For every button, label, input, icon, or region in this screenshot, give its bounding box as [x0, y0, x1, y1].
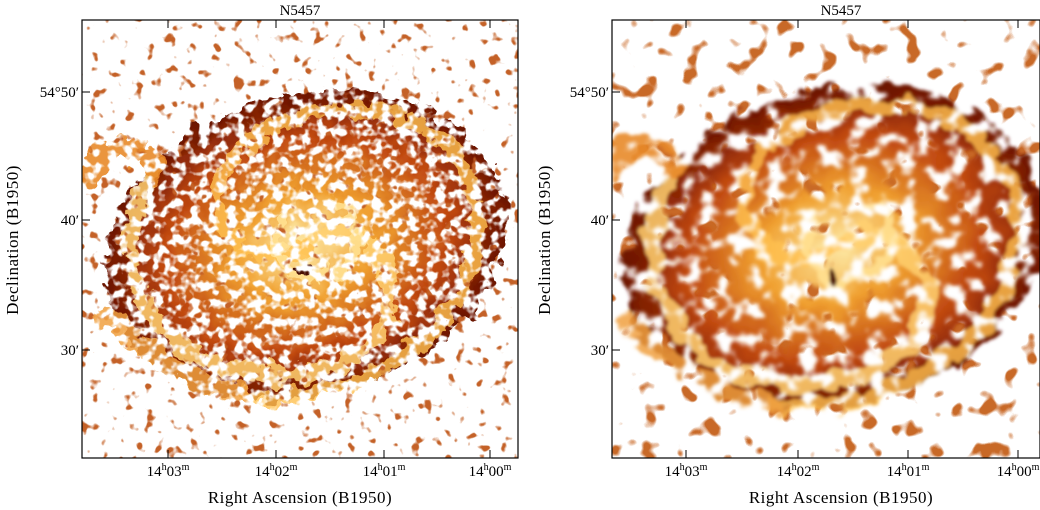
- x-tick-part: 14: [997, 464, 1013, 480]
- x-tick-label: 14h02m: [777, 462, 820, 480]
- x-tick-part: m: [1032, 462, 1040, 473]
- x-tick-label: 14h00m: [469, 462, 512, 480]
- x-tick-part: m: [922, 462, 930, 473]
- x-axis-label: Right Ascension (B1950): [208, 488, 392, 507]
- x-tick-part: 14: [665, 464, 681, 480]
- x-tick-part: 01: [383, 464, 398, 480]
- x-tick-part: m: [290, 462, 298, 473]
- x-tick-part: 00: [489, 464, 504, 480]
- right-frame: [611, 19, 1040, 459]
- x-tick-part: 01: [907, 464, 922, 480]
- x-tick-part: 00: [1017, 464, 1032, 480]
- y-tick-label: 30′: [61, 343, 79, 359]
- x-axis-label: Right Ascension (B1950): [749, 488, 933, 507]
- x-tick-part: h: [378, 462, 383, 473]
- x-tick-part: 14: [887, 464, 903, 480]
- x-tick-part: m: [182, 462, 190, 473]
- x-tick-part: h: [902, 462, 907, 473]
- x-tick-part: 14: [469, 464, 485, 480]
- x-tick-part: h: [792, 462, 797, 473]
- x-tick-part: 03: [685, 464, 700, 480]
- x-tick-part: 03: [167, 464, 182, 480]
- x-tick-part: 14: [363, 464, 379, 480]
- panel-title: N5457: [821, 3, 862, 19]
- y-tick-label: 40′: [591, 213, 609, 229]
- x-tick-label: 14h03m: [147, 462, 190, 480]
- left-frame: [81, 19, 519, 459]
- x-tick-label: 14h01m: [887, 462, 930, 480]
- x-tick-part: h: [270, 462, 275, 473]
- x-tick-part: 14: [147, 464, 163, 480]
- x-tick-label: 14h02m: [255, 462, 298, 480]
- x-tick-part: 14: [255, 464, 271, 480]
- left-image: [82, 20, 518, 458]
- x-tick-part: m: [504, 462, 512, 473]
- x-tick-part: 02: [275, 464, 290, 480]
- x-tick-part: h: [484, 462, 489, 473]
- panel-title: N5457: [280, 3, 321, 19]
- x-tick-part: m: [398, 462, 406, 473]
- x-tick-label: 14h03m: [665, 462, 708, 480]
- y-tick-label: 30′: [591, 343, 609, 359]
- y-tick-label: 40′: [61, 213, 79, 229]
- x-tick-part: 02: [797, 464, 812, 480]
- y-axis-label: Declination (B1950): [535, 165, 554, 315]
- y-tick-label: 54°50′: [570, 85, 609, 101]
- x-tick-label: 14h00m: [997, 462, 1040, 480]
- right-image: [612, 20, 1040, 458]
- x-tick-part: h: [680, 462, 685, 473]
- x-tick-part: m: [812, 462, 820, 473]
- x-tick-part: h: [1012, 462, 1017, 473]
- x-tick-part: m: [700, 462, 708, 473]
- y-tick-label: 54°50′: [40, 85, 79, 101]
- x-tick-label: 14h01m: [363, 462, 406, 480]
- x-tick-part: h: [162, 462, 167, 473]
- y-axis-label: Declination (B1950): [3, 165, 22, 315]
- x-tick-part: 14: [777, 464, 793, 480]
